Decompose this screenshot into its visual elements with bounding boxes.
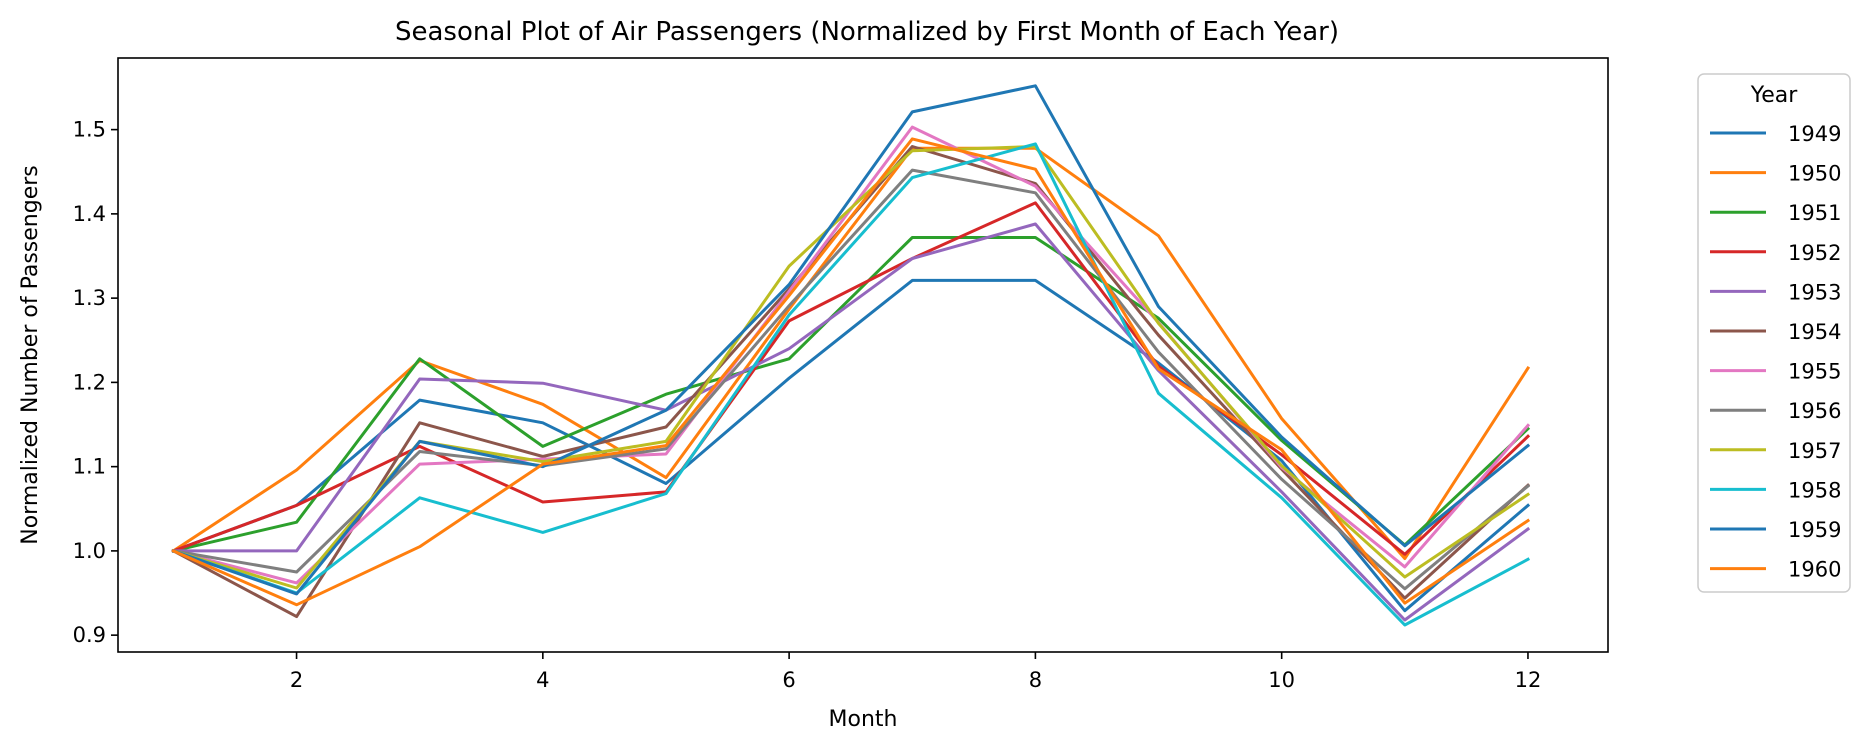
y-tick-label: 1.4 bbox=[73, 202, 106, 226]
legend-label: 1956 bbox=[1788, 399, 1841, 423]
x-tick-label: 12 bbox=[1515, 668, 1542, 692]
legend-label: 1955 bbox=[1788, 360, 1841, 384]
legend-label: 1953 bbox=[1788, 280, 1841, 304]
x-tick-label: 8 bbox=[1029, 668, 1042, 692]
legend-label: 1954 bbox=[1788, 320, 1841, 344]
x-tick-label: 10 bbox=[1268, 668, 1295, 692]
legend-item-1950: 1950 bbox=[1710, 162, 1841, 186]
legend-label: 1951 bbox=[1788, 201, 1841, 225]
legend-label: 1959 bbox=[1788, 518, 1841, 542]
legend-label: 1957 bbox=[1788, 439, 1841, 463]
x-tick-label: 4 bbox=[536, 668, 549, 692]
legend-label: 1960 bbox=[1788, 558, 1841, 582]
y-tick-label: 1.3 bbox=[73, 286, 106, 310]
legend-item-1953: 1953 bbox=[1710, 280, 1841, 304]
y-tick-label: 1.1 bbox=[73, 455, 106, 479]
legend-item-1955: 1955 bbox=[1710, 360, 1841, 384]
axes-frame bbox=[117, 57, 1609, 653]
y-tick-label: 1.2 bbox=[73, 370, 106, 394]
y-tick-label: 1.5 bbox=[73, 118, 106, 142]
series-line-1958 bbox=[171, 142, 1531, 627]
legend-label: 1958 bbox=[1788, 478, 1841, 502]
series-line-1960 bbox=[171, 137, 1531, 607]
x-axis: 2 4 6 8 10 12 bbox=[290, 652, 1541, 692]
legend-item-1957: 1957 bbox=[1710, 439, 1841, 463]
legend-label: 1952 bbox=[1788, 241, 1841, 265]
legend-frame bbox=[1697, 73, 1851, 593]
legend: Year 1949 1950 1951 1952 1953 1954 1955 1956 195… bbox=[1697, 73, 1851, 593]
legend-item-1954: 1954 bbox=[1710, 320, 1841, 344]
y-axis: 0.9 1.0 1.1 1.2 1.3 1.4 1.5 bbox=[73, 118, 118, 647]
legend-item-1951: 1951 bbox=[1710, 201, 1841, 225]
y-tick-label: 1.0 bbox=[73, 539, 106, 563]
legend-item-1949: 1949 bbox=[1710, 122, 1841, 146]
chart-title: Seasonal Plot of Air Passengers (Normali… bbox=[395, 17, 1339, 47]
legend-label: 1949 bbox=[1788, 122, 1841, 146]
legend-item-1952: 1952 bbox=[1710, 241, 1841, 265]
series-line-1959 bbox=[171, 84, 1531, 596]
y-tick-label: 0.9 bbox=[73, 623, 106, 647]
series-line-1951 bbox=[171, 236, 1531, 553]
legend-item-1958: 1958 bbox=[1710, 478, 1841, 502]
plot-area bbox=[171, 84, 1531, 627]
x-tick-label: 2 bbox=[290, 668, 303, 692]
legend-item-1960: 1960 bbox=[1710, 558, 1841, 582]
legend-item-1956: 1956 bbox=[1710, 399, 1841, 423]
x-tick-label: 6 bbox=[782, 668, 795, 692]
legend-title: Year bbox=[1750, 83, 1799, 108]
legend-label: 1950 bbox=[1788, 162, 1841, 186]
series-line-1950 bbox=[171, 146, 1531, 560]
x-axis-label: Month bbox=[829, 707, 898, 732]
y-axis-label: Normalized Number of Passengers bbox=[18, 165, 43, 545]
series-line-1956 bbox=[171, 168, 1531, 591]
series-line-1953 bbox=[171, 222, 1531, 622]
legend-entries: 1949 1950 1951 1952 1953 1954 1955 1956 1957 1958… bbox=[1710, 122, 1841, 582]
legend-item-1959: 1959 bbox=[1710, 518, 1841, 542]
